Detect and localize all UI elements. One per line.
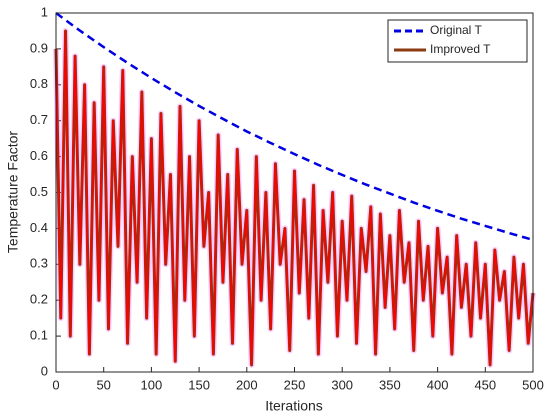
x-tick-label: 500 xyxy=(522,377,544,392)
x-tick-label: 200 xyxy=(236,377,258,392)
x-tick-label: 400 xyxy=(427,377,449,392)
y-tick-label: 0.5 xyxy=(30,184,48,199)
y-tick-label: 0.3 xyxy=(30,256,48,271)
legend-label: Original T xyxy=(430,23,482,37)
y-tick-label: 0.1 xyxy=(30,328,48,343)
x-tick-label: 300 xyxy=(331,377,353,392)
x-tick-label: 250 xyxy=(284,377,306,392)
x-tick-label: 0 xyxy=(52,377,59,392)
y-tick-label: 1 xyxy=(41,4,48,19)
x-tick-label: 150 xyxy=(188,377,210,392)
y-tick-label: 0.9 xyxy=(30,40,48,55)
y-tick-label: 0.2 xyxy=(30,292,48,307)
plot-frame xyxy=(55,12,534,373)
x-axis-label: Iterations xyxy=(265,398,323,414)
x-tick-label: 100 xyxy=(141,377,163,392)
series-line xyxy=(55,30,534,366)
x-tick-label: 350 xyxy=(379,377,401,392)
y-tick-label: 0.4 xyxy=(30,220,48,235)
y-tick-label: 0.6 xyxy=(30,148,48,163)
x-tick-label: 450 xyxy=(474,377,496,392)
series-line xyxy=(55,11,534,242)
y-tick-label: 0.8 xyxy=(30,76,48,91)
legend-label: Improved T xyxy=(430,42,491,56)
y-tick-label: 0.7 xyxy=(30,112,48,127)
y-axis-label: Temperature Factor xyxy=(5,131,21,253)
x-tick-label: 50 xyxy=(96,377,110,392)
legend-box xyxy=(387,19,528,63)
y-tick-label: 0 xyxy=(41,363,48,378)
